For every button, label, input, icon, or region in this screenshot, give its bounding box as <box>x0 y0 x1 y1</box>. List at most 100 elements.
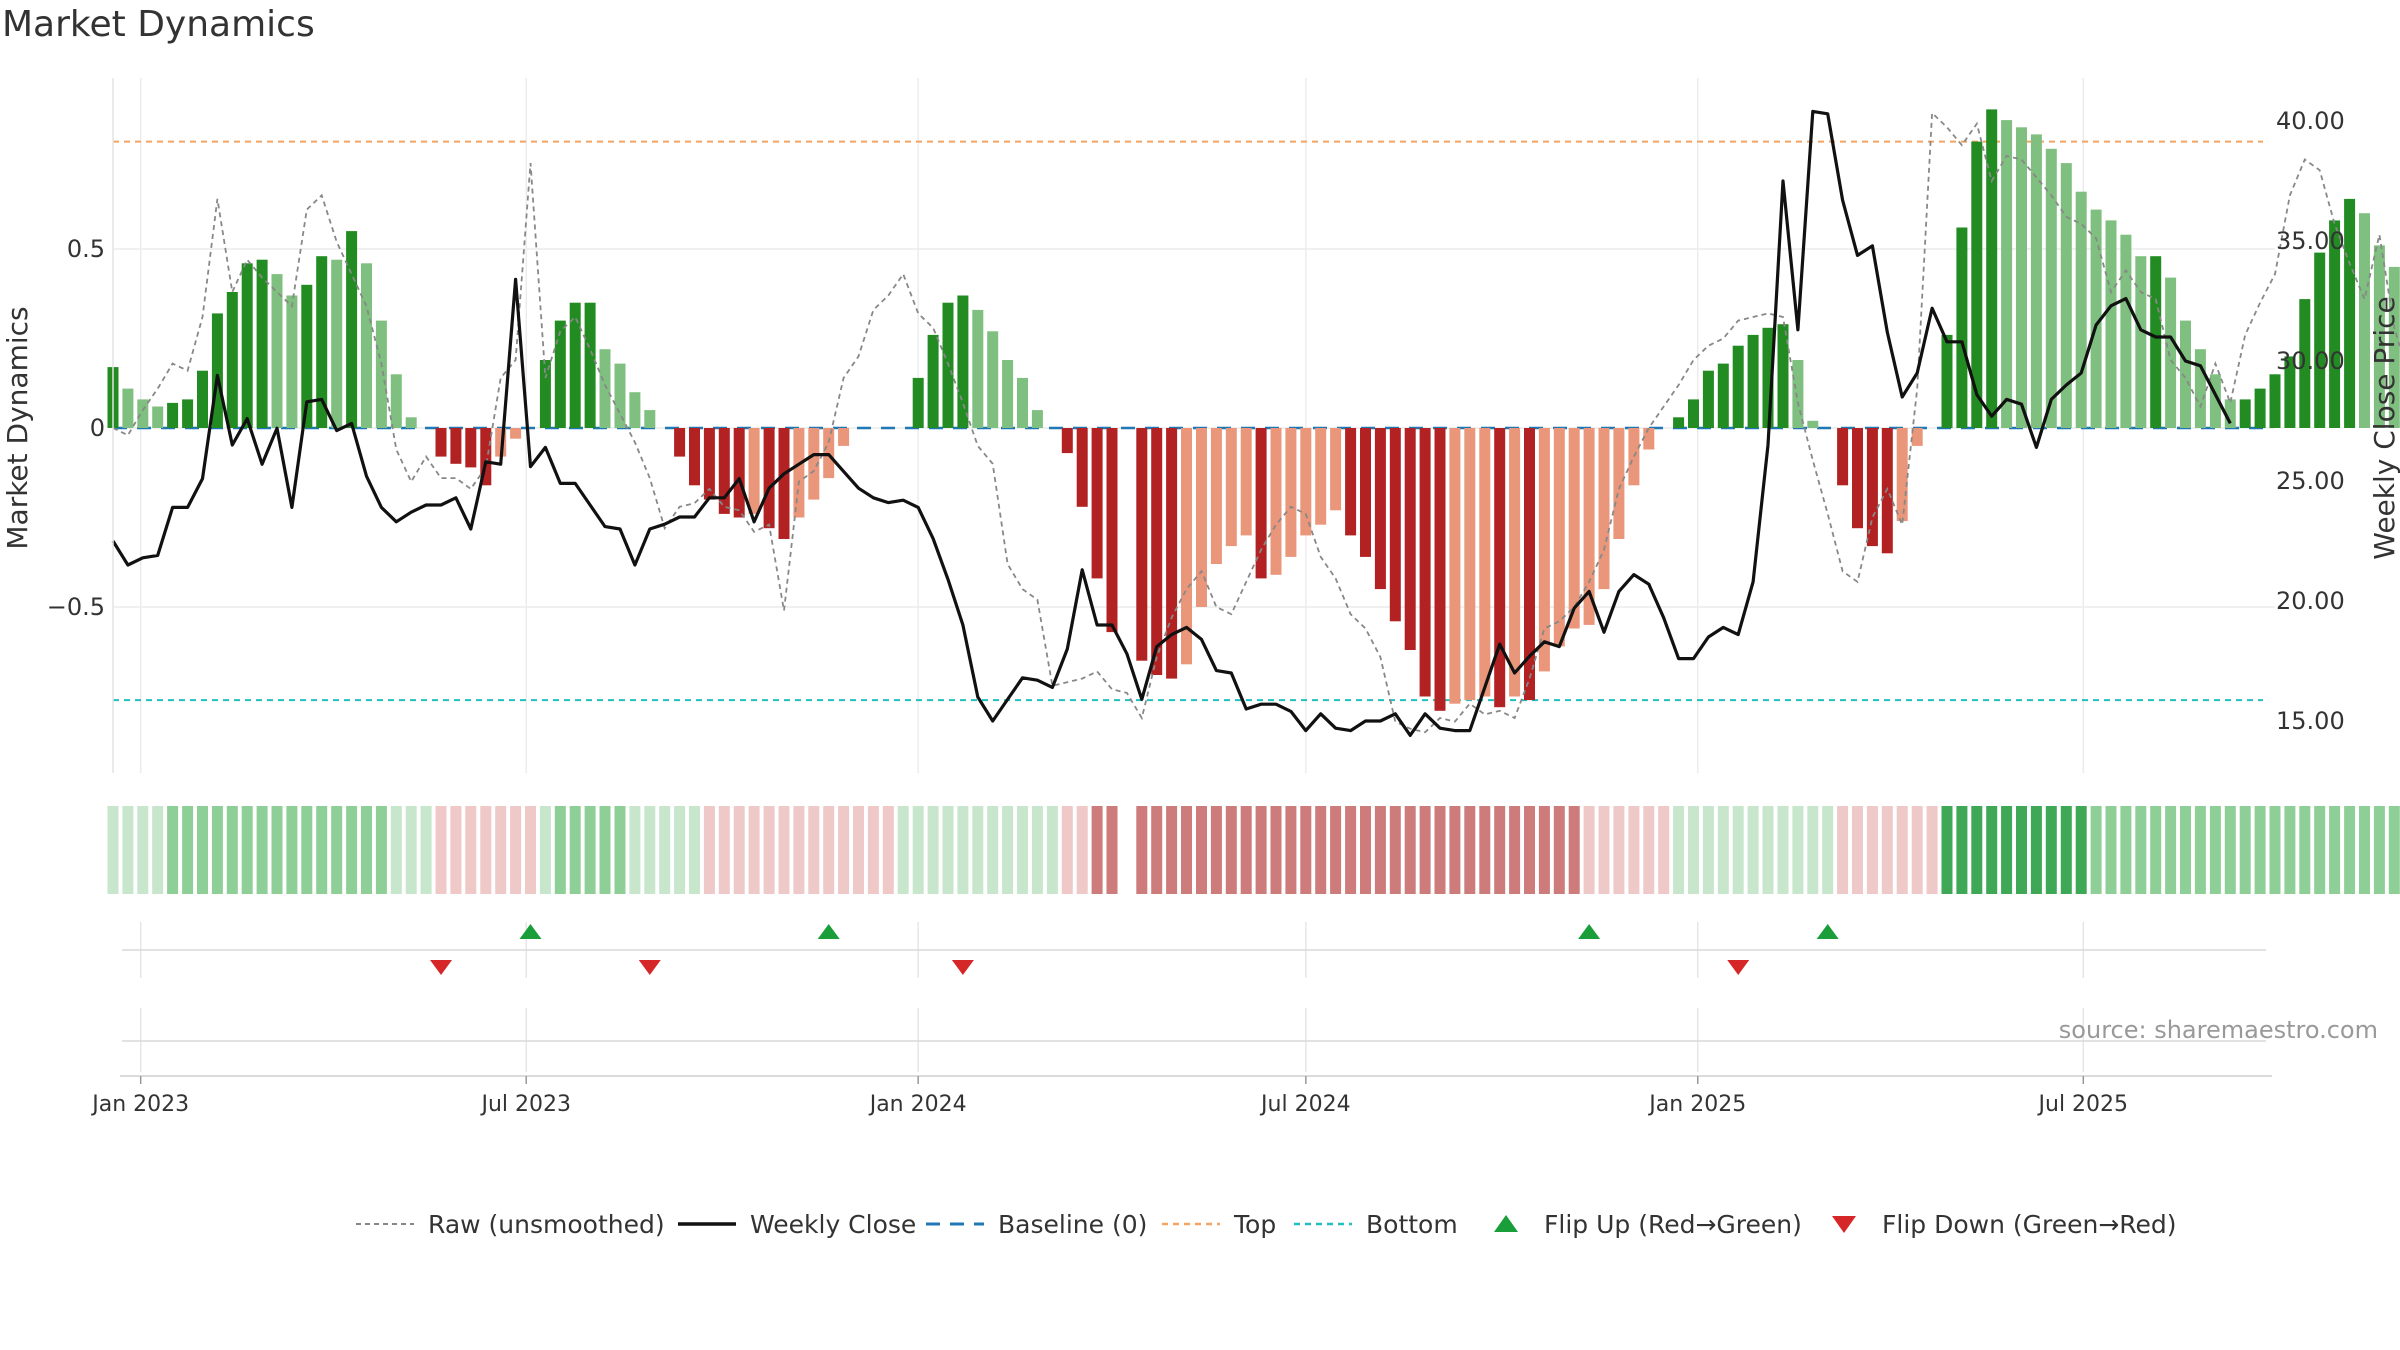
regime-cell <box>495 806 507 894</box>
regime-cell <box>1598 806 1610 894</box>
regime-cell <box>1091 806 1103 894</box>
dynamics-bar <box>1911 428 1923 446</box>
regime-cell <box>1061 806 1073 894</box>
raw-unsmoothed-line <box>112 110 2400 734</box>
dynamics-bar <box>375 320 387 428</box>
dynamics-bar <box>2269 374 2281 428</box>
regime-strip <box>107 806 2400 894</box>
regime-cell <box>1658 806 1670 894</box>
dynamics-bar <box>435 428 447 457</box>
regime-cell <box>614 806 626 894</box>
regime-cell <box>122 806 134 894</box>
regime-cell <box>1568 806 1580 894</box>
legend-flip-down-swatch <box>1832 1216 1856 1233</box>
regime-cell <box>748 806 760 894</box>
x-tick-label: Jul 2024 <box>1259 1092 1351 1117</box>
dynamics-bar <box>2329 220 2341 428</box>
regime-cell <box>1524 806 1535 894</box>
dynamics-bar <box>1732 345 1744 428</box>
dynamics-bar <box>972 309 984 428</box>
dynamics-bar <box>1017 377 1028 428</box>
legend-baseline-label: Baseline (0) <box>998 1210 1147 1239</box>
regime-cell <box>1449 806 1461 894</box>
regime-cell <box>1777 806 1789 894</box>
legend-bottom-label: Bottom <box>1366 1210 1458 1239</box>
dynamics-bar <box>2120 234 2132 428</box>
regime-cell <box>2060 806 2072 894</box>
dynamics-bar <box>689 428 700 486</box>
regime-cell <box>1404 806 1416 894</box>
regime-cell <box>1956 806 1968 894</box>
regime-cell <box>1509 806 1521 894</box>
dynamics-bar <box>1479 428 1491 697</box>
dynamics-bar <box>912 377 924 428</box>
dynamics-bar <box>539 360 551 428</box>
regime-cell <box>689 806 700 894</box>
dynamics-bar <box>331 259 343 428</box>
legend-flip-down-label: Flip Down (Green→Red) <box>1882 1210 2177 1239</box>
regime-cell <box>718 806 730 894</box>
dynamics-bar <box>718 428 730 514</box>
dynamics-bar <box>1598 428 1610 590</box>
regime-cell <box>405 806 417 894</box>
axes: 0.5 0 −0.5 Market Dynamics 40.00 35.00 30.00 25… <box>1 78 2400 773</box>
regime-cell <box>2090 806 2102 894</box>
raw-unsmoothed-series <box>112 110 2400 734</box>
dynamics-bar <box>1315 428 1327 525</box>
dynamics-bar <box>1196 428 1207 607</box>
dynamics-bar <box>1166 428 1178 679</box>
dynamics-bar <box>405 417 417 428</box>
regime-cell <box>1360 806 1371 894</box>
regime-cell <box>1046 806 1058 894</box>
flip-down-marker <box>1727 960 1750 975</box>
legend-flip-up-label: Flip Up (Red→Green) <box>1544 1210 1802 1239</box>
regime-cell <box>2373 806 2385 894</box>
regime-cell <box>510 806 522 894</box>
dynamics-bar <box>122 388 134 428</box>
regime-cell <box>361 806 372 894</box>
regime-cell <box>912 806 924 894</box>
regime-cell <box>1330 806 1342 894</box>
dynamics-bar <box>2060 163 2072 428</box>
dynamics-bar <box>1509 428 1521 697</box>
regime-cell <box>1971 806 1983 894</box>
flip-markers-panel <box>122 924 2266 1042</box>
dynamics-bar <box>2239 399 2251 428</box>
regime-cell <box>1464 806 1476 894</box>
dynamics-bar <box>450 428 462 464</box>
dynamics-bar <box>733 428 745 518</box>
regime-cell <box>703 806 715 894</box>
regime-cell <box>1762 806 1774 894</box>
flip-down-marker <box>951 960 974 975</box>
dynamics-bar <box>778 428 790 539</box>
y2-tick-label: 40.00 <box>2276 107 2345 135</box>
regime-cell <box>1837 806 1849 894</box>
flip-down-marker <box>638 960 661 975</box>
source-label: source: sharemaestro.com <box>2059 1016 2378 1044</box>
regime-cell <box>286 806 298 894</box>
dynamics-bar <box>748 428 760 514</box>
regime-cell <box>1628 806 1640 894</box>
regime-cell <box>2254 806 2266 894</box>
flip-up-marker <box>817 924 840 939</box>
dynamics-bar <box>1568 428 1580 629</box>
y2-tick-label: 30.00 <box>2276 347 2345 375</box>
regime-cell <box>763 806 775 894</box>
dynamics-bar <box>1181 428 1192 665</box>
x-tick-label: Jan 2024 <box>868 1092 967 1117</box>
regime-cell <box>1702 806 1714 894</box>
dynamics-bar <box>584 302 596 428</box>
dynamics-bar <box>1702 370 1714 428</box>
regime-cell <box>2269 806 2281 894</box>
dynamics-bar <box>197 370 208 428</box>
dynamics-bar <box>1240 428 1252 536</box>
regime-cell <box>987 806 999 894</box>
regime-cell <box>2016 806 2027 894</box>
regime-cell <box>1852 806 1863 894</box>
regime-cell <box>793 806 805 894</box>
dynamics-bar <box>629 392 641 428</box>
dynamics-bar <box>1106 428 1118 633</box>
regime-cell <box>480 806 492 894</box>
regime-cell <box>1673 806 1685 894</box>
regime-cell <box>1389 806 1401 894</box>
